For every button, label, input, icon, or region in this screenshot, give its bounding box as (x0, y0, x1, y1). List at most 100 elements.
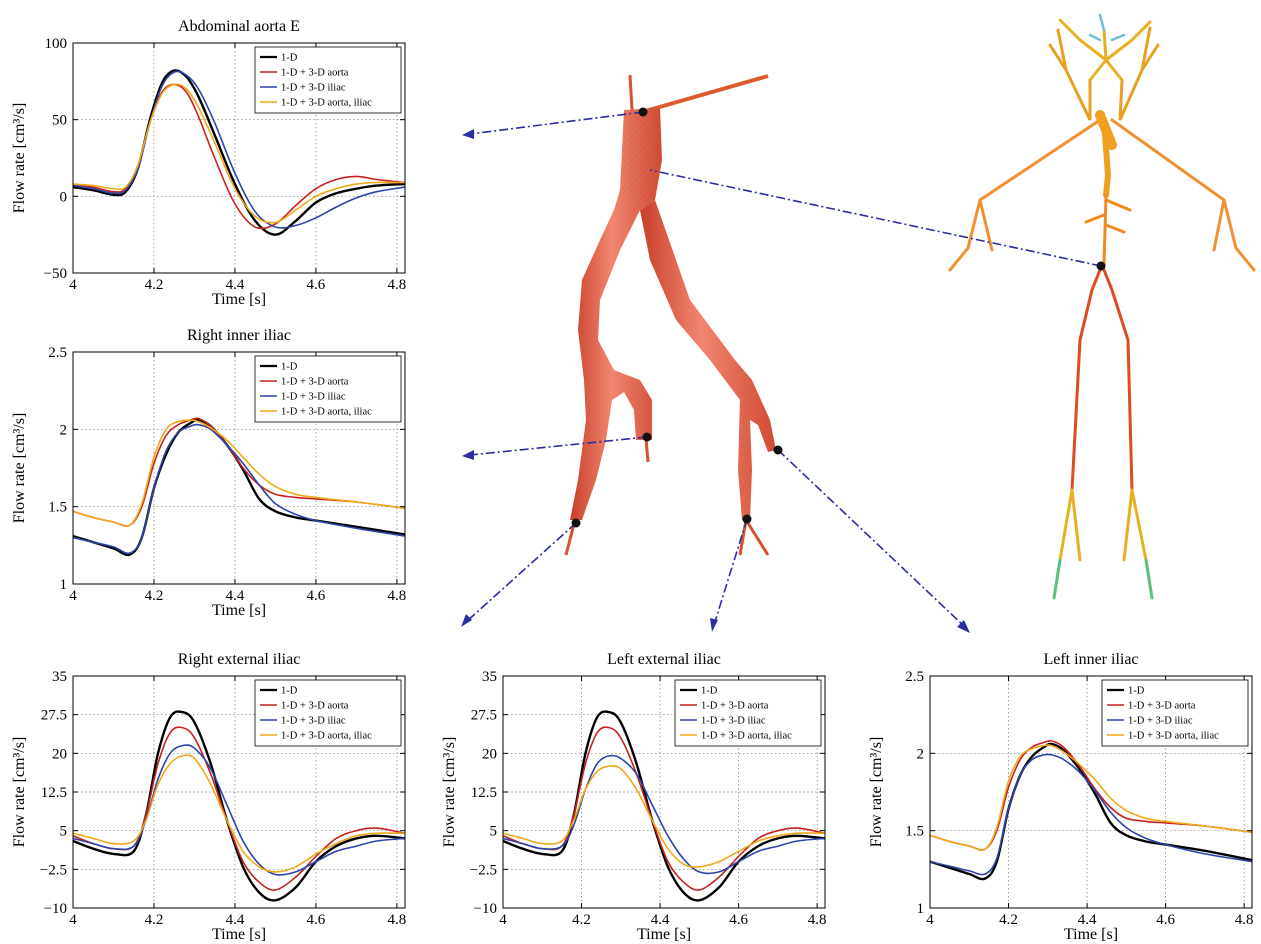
x-axis-label: Time [s] (637, 926, 691, 943)
y-tick-label: 35 (482, 669, 497, 685)
plot-frame (72, 351, 406, 585)
x-axis-label: Time [s] (212, 602, 266, 619)
series-line (503, 765, 825, 868)
series-line (503, 710, 825, 902)
series-line (930, 753, 1252, 876)
x-tick-label: 4.8 (388, 912, 407, 928)
legend-label: 1-D + 3-D iliac (281, 392, 346, 403)
x-tick-label: 4.2 (145, 912, 164, 928)
y-tick-label: 2.5 (905, 669, 924, 685)
x-tick-label: 4.4 (1078, 912, 1097, 928)
chart-left-inner-iliac: Left inner iliac 4 4.2 4.4 4.6 4.8 1 1.5 2 2.5 Tim… (868, 651, 1254, 943)
x-tick-label: 4.2 (999, 912, 1018, 928)
legend-label: 1-D + 3-D aorta, iliac (281, 731, 372, 742)
legend: 1-D 1-D + 3-D aorta 1-D + 3-D iliac 1-D + 3… (254, 679, 402, 747)
y-tick-label: 1.5 (48, 500, 67, 516)
series-line (73, 754, 405, 873)
legend-label: 1-D + 3-D iliac (281, 716, 346, 727)
series-group (73, 417, 405, 557)
y-tick-label: 2 (60, 422, 68, 438)
y-tick-label: 35 (52, 669, 67, 685)
legend-label: 1-D + 3-D aorta (1128, 701, 1196, 712)
y-tick-label: 0 (60, 189, 68, 205)
legend-box (254, 46, 402, 114)
y-tick-label: −50 (44, 266, 67, 282)
chart-right-inner-iliac: Right inner iliac 4 4.2 4.4 4.6 4.8 1 1.5 2 2.5 Ti… (11, 327, 407, 619)
x-tick-label: 4.4 (226, 912, 245, 928)
x-tick-label: 4.6 (307, 588, 326, 604)
series-group (73, 710, 405, 902)
y-tick-label: 50 (52, 113, 67, 129)
x-tick-label: 4.8 (808, 912, 827, 928)
y-tick-label: 1 (917, 901, 925, 917)
legend-label: 1-D + 3-D iliac (1128, 716, 1193, 727)
y-tick-label: 1.5 (905, 824, 924, 840)
legend-box (254, 679, 402, 747)
x-tick-label: 4.4 (226, 588, 245, 604)
y-axis-label: Flow rate [cm³/s] (441, 737, 458, 848)
x-axis-label: Time [s] (212, 291, 266, 308)
y-tick-label: −10 (474, 901, 497, 917)
chart-abdominal-aorta: Abdominal aorta E 4 4.2 4.4 4.6 4.8 −50 0 50 100 T… (11, 18, 407, 308)
y-tick-label: −10 (44, 901, 67, 917)
legend-label: 1-D (281, 686, 298, 697)
x-tick-label: 4 (69, 277, 77, 293)
x-tick-label: 4.6 (307, 912, 326, 928)
series-line (73, 417, 405, 527)
x-tick-label: 4.8 (1235, 912, 1254, 928)
y-tick-label: −2.5 (40, 862, 67, 878)
chart-left-external-iliac: Left external iliac 4 4.2 4.4 4.6 4.8 −10 −2.5 5… (441, 651, 827, 943)
legend-label: 1-D + 3-D aorta, iliac (281, 98, 372, 109)
y-axis-label: Flow rate [cm³/s] (11, 413, 28, 524)
y-tick-label: 100 (45, 36, 68, 52)
y-tick-label: 12.5 (471, 785, 497, 801)
x-tick-label: 4.8 (388, 588, 407, 604)
series-line (73, 710, 405, 902)
series-line (930, 742, 1252, 881)
series-line (503, 726, 825, 891)
legend-label: 1-D + 3-D aorta (281, 377, 349, 388)
legend-label: 1-D + 3-D iliac (281, 83, 346, 94)
series-line (73, 83, 405, 230)
chart-title: Right inner iliac (187, 327, 291, 344)
chart-title: Abdominal aorta E (178, 18, 300, 35)
series-line (930, 744, 1252, 852)
y-tick-label: 2 (917, 746, 925, 762)
x-tick-label: 4 (69, 588, 77, 604)
legend-label: 1-D (701, 686, 718, 697)
legend: 1-D 1-D + 3-D aorta 1-D + 3-D iliac 1-D + 3… (674, 679, 822, 747)
y-tick-label: 20 (482, 746, 497, 762)
series-line (73, 418, 405, 557)
y-tick-label: 12.5 (41, 785, 67, 801)
legend-label: 1-D + 3-D aorta, iliac (1128, 731, 1219, 742)
vessel-illustration (461, 13, 1256, 633)
series-line (503, 754, 825, 875)
series-line (73, 423, 405, 555)
series-line (73, 744, 405, 876)
y-tick-label: 1 (60, 577, 68, 593)
series-line (73, 70, 405, 229)
legend-box (254, 355, 402, 423)
legend: 1-D 1-D + 3-D aorta 1-D + 3-D iliac 1-D + 3… (254, 46, 402, 114)
y-axis-label: Flow rate [cm³/s] (11, 737, 28, 848)
legend-label: 1-D (281, 53, 298, 64)
x-tick-label: 4.6 (729, 912, 748, 928)
y-axis-label: Flow rate [cm³/s] (11, 103, 28, 214)
legend-label: 1-D + 3-D aorta (281, 68, 349, 79)
legend-label: 1-D + 3-D aorta, iliac (281, 407, 372, 418)
chart-title: Right external iliac (178, 651, 301, 668)
chart-title: Left external iliac (607, 651, 721, 668)
y-axis-label: Flow rate [cm³/s] (868, 737, 885, 848)
x-tick-label: 4.8 (388, 277, 407, 293)
x-tick-label: 4 (499, 912, 507, 928)
legend-label: 1-D (281, 362, 298, 373)
y-tick-label: 5 (490, 824, 498, 840)
x-axis-label: Time [s] (212, 926, 266, 943)
series-group (73, 69, 405, 236)
body-1d-network (948, 13, 1256, 600)
plot-frame (929, 675, 1253, 909)
legend: 1-D 1-D + 3-D aorta 1-D + 3-D iliac 1-D + 3… (1101, 679, 1249, 747)
y-tick-label: 2.5 (48, 345, 67, 361)
series-group (930, 739, 1252, 881)
y-tick-label: 5 (60, 824, 68, 840)
